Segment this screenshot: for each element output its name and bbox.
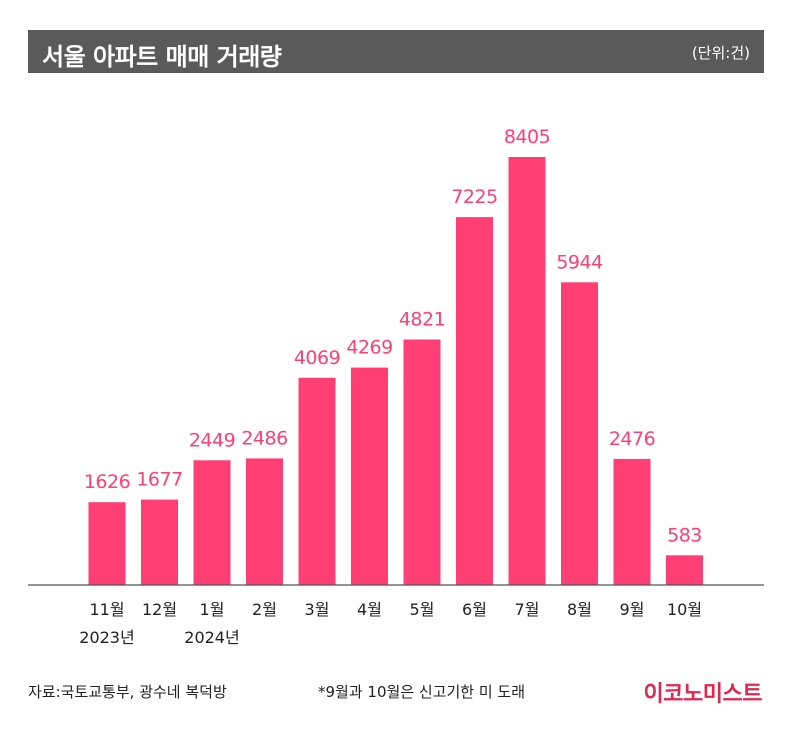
bar — [403, 339, 441, 585]
bar — [456, 217, 493, 585]
data-label: 7225 — [451, 186, 497, 208]
x-tick-label: 10월 — [667, 600, 702, 619]
data-label: 583 — [667, 524, 702, 546]
footnote: *9월과 10월은 신고기한 미 도래 — [318, 683, 526, 701]
year-label: 2023년 — [79, 628, 134, 647]
data-label: 4269 — [346, 337, 392, 359]
x-tick-label: 9월 — [620, 600, 645, 619]
x-tick-label: 11월 — [89, 600, 124, 619]
bar — [613, 458, 651, 585]
x-tick-label: 1월 — [200, 600, 225, 619]
bar — [298, 377, 336, 585]
x-tick-label: 3월 — [305, 600, 330, 619]
bar — [561, 282, 598, 585]
year-label: 2024년 — [184, 628, 239, 647]
x-tick-label: 4월 — [357, 600, 382, 619]
bar — [666, 555, 703, 585]
data-label: 2476 — [609, 428, 655, 450]
x-tick-label: 8월 — [567, 600, 592, 619]
data-label: 1677 — [136, 469, 182, 491]
bar — [141, 499, 178, 585]
data-label: 2486 — [241, 427, 287, 449]
x-tick-label: 12월 — [142, 600, 177, 619]
chart-header: 서울 아파트 매매 거래량 (단위:건) — [28, 30, 764, 73]
bar — [351, 367, 388, 585]
data-label: 4821 — [399, 309, 445, 331]
unit-label: (단위:건) — [691, 44, 750, 62]
x-tick-label: 7월 — [515, 600, 540, 619]
source-note: 자료:국토교통부, 광수네 복덕방 — [28, 683, 227, 701]
data-label: 5944 — [556, 251, 603, 273]
bar — [246, 458, 283, 585]
chart-title: 서울 아파트 매매 거래량 — [42, 43, 282, 71]
bar — [193, 460, 231, 585]
data-label: 1626 — [84, 471, 130, 493]
data-label: 8405 — [504, 126, 550, 148]
x-tick-label: 6월 — [462, 600, 487, 619]
data-label: 2449 — [189, 429, 235, 451]
brand-logo: 이코노미스트 — [643, 682, 763, 707]
bar — [508, 157, 546, 585]
data-label: 4069 — [294, 347, 340, 369]
x-tick-label: 5월 — [410, 600, 435, 619]
bar — [88, 502, 126, 585]
x-tick-label: 2월 — [252, 600, 277, 619]
